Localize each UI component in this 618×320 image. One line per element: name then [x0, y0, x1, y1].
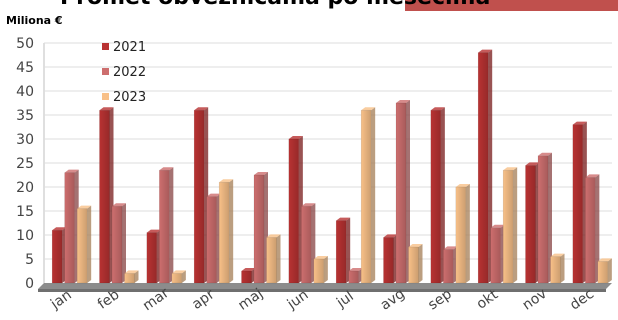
bar [171, 270, 186, 284]
bar [124, 270, 139, 284]
legend-swatch [102, 68, 109, 75]
y-tick-label: 35 [16, 108, 34, 124]
grid-lines [43, 42, 612, 283]
bar [301, 203, 316, 284]
legend-item: 2022 [102, 65, 146, 80]
legend-item: 2021 [102, 40, 146, 55]
bar [537, 152, 552, 284]
bar [550, 253, 565, 284]
title-band: Promet obveznicama po mesecima [0, 0, 618, 11]
legend-label: 2023 [113, 90, 146, 105]
bar [266, 234, 281, 284]
bar [76, 205, 92, 284]
bar [360, 107, 376, 284]
bar [64, 169, 79, 284]
chart-floor [38, 283, 612, 292]
y-tick-label: 5 [25, 252, 34, 268]
y-tick-label: 10 [16, 228, 34, 244]
y-tick-label: 50 [16, 36, 34, 52]
bar [111, 203, 126, 284]
bar [206, 193, 221, 284]
bar [395, 100, 410, 284]
bars [51, 49, 612, 284]
bar [146, 229, 161, 284]
bar [253, 172, 268, 284]
floor-edge [38, 289, 606, 292]
bar [430, 107, 445, 284]
bar [348, 268, 363, 284]
y-tick-label: 15 [16, 204, 34, 220]
bar [159, 167, 174, 284]
page-title: Promet obveznicama po mesecima [60, 0, 490, 10]
bar [241, 268, 256, 284]
floor-top [38, 283, 612, 289]
bar [313, 256, 328, 284]
y-axis-ticks: 0 5 10 15 20 25 30 35 40 45 50 [16, 36, 34, 292]
y-tick-label: 20 [16, 180, 34, 196]
title-band-red [405, 0, 618, 11]
bar [455, 184, 470, 284]
bar [288, 136, 303, 284]
legend-label: 2021 [113, 40, 146, 55]
title-band-white [0, 0, 405, 11]
y-tick-label: 0 [25, 276, 34, 292]
bar [572, 121, 587, 284]
legend-item: 2023 [102, 90, 146, 105]
unit-label: Miliona € [6, 14, 63, 27]
bar [51, 227, 67, 284]
legend-swatch [102, 43, 109, 50]
bar [193, 107, 209, 284]
bar [502, 167, 518, 284]
bar [477, 49, 493, 284]
legend-swatch [102, 93, 109, 100]
legend-label: 2022 [113, 65, 146, 80]
bar [597, 258, 612, 284]
bar [490, 224, 505, 284]
legend: 2021 2022 2023 [102, 40, 146, 105]
bar [408, 244, 423, 284]
bar [335, 217, 351, 284]
y-tick-label: 25 [16, 156, 34, 172]
y-tick-label: 40 [16, 84, 34, 100]
bar [443, 246, 458, 284]
y-tick-label: 45 [16, 60, 34, 76]
bar [383, 234, 398, 284]
y-tick-label: 30 [16, 132, 34, 148]
bar [585, 174, 600, 284]
bar [525, 162, 540, 284]
bar [218, 179, 234, 284]
bar [99, 107, 114, 284]
